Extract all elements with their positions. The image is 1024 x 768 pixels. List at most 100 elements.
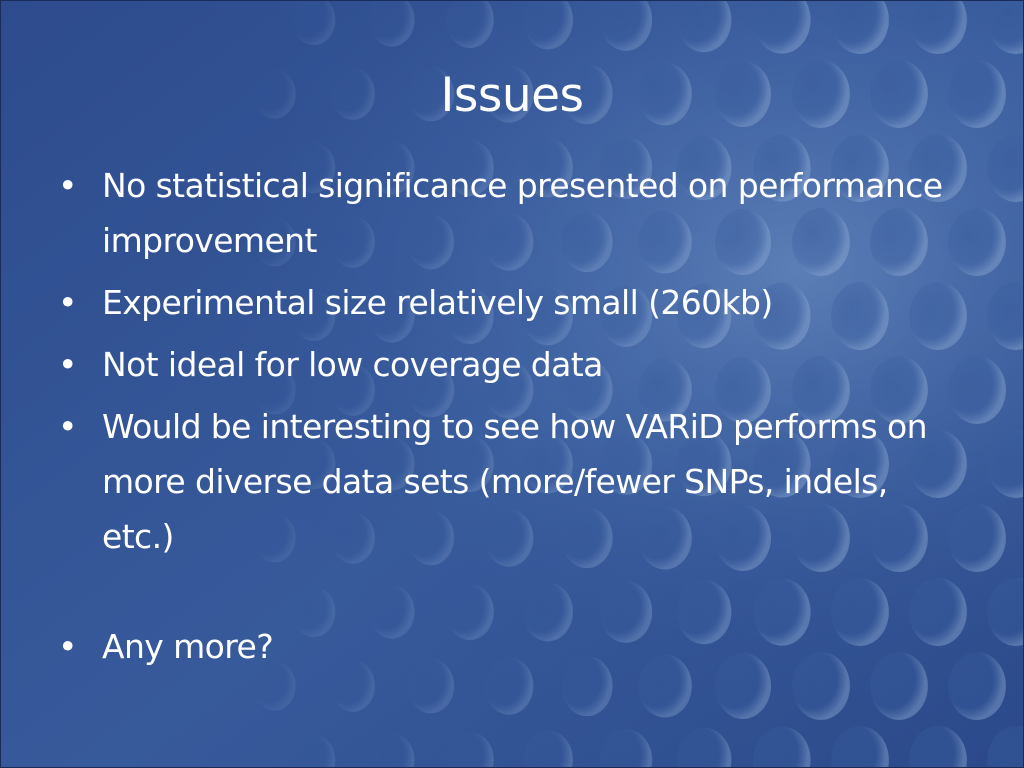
lens-pattern-shape — [870, 208, 928, 276]
lens-pattern-shape — [753, 726, 811, 768]
lens-pattern-shape — [638, 506, 692, 570]
lens-pattern-shape — [254, 513, 296, 563]
bullet-text: No statistical significance presented on… — [102, 166, 943, 260]
lens-pattern-shape — [254, 69, 296, 119]
lens-pattern-shape — [522, 582, 574, 642]
lens-pattern-shape — [909, 0, 967, 54]
lens-pattern-shape — [676, 135, 732, 201]
lens-pattern-shape — [714, 357, 772, 423]
lens-pattern-shape — [987, 0, 1024, 54]
lens-pattern-shape — [831, 282, 889, 350]
lens-pattern-shape — [331, 512, 375, 564]
lens-pattern-shape — [792, 504, 850, 572]
lens-pattern-shape — [831, 430, 889, 498]
lens-pattern-shape — [331, 68, 375, 120]
lens-pattern-shape — [831, 0, 889, 54]
lens-pattern-shape — [331, 660, 375, 712]
lens-pattern-shape — [292, 586, 336, 638]
lens-pattern-shape — [369, 0, 415, 47]
lens-pattern-shape — [987, 430, 1024, 498]
lens-pattern-shape — [870, 652, 928, 720]
lens-pattern-shape — [484, 657, 534, 715]
lens-pattern-shape — [484, 509, 534, 567]
lens-pattern-shape — [561, 507, 613, 569]
lens-pattern-shape — [484, 361, 534, 419]
slide-title: Issues — [440, 68, 584, 123]
lens-pattern-shape — [909, 134, 967, 202]
lens-pattern-shape — [254, 217, 296, 267]
lens-pattern-shape — [446, 140, 494, 196]
bullet-item: • Would be interesting to see how VARiD … — [58, 399, 958, 564]
lens-pattern-shape — [561, 655, 613, 717]
lens-pattern-shape — [753, 430, 811, 498]
lens-pattern-shape — [792, 652, 850, 720]
lens-pattern-shape — [331, 216, 375, 268]
lens-pattern-shape — [522, 434, 574, 494]
bullet-item: • Any more? — [58, 619, 958, 674]
lens-pattern-shape — [714, 505, 772, 571]
lens-pattern-shape — [599, 581, 653, 643]
bullet-dot-icon: • — [58, 627, 77, 666]
lens-pattern-shape — [714, 653, 772, 719]
lens-pattern-shape — [599, 0, 653, 51]
bullet-text: Experimental size relatively small (260k… — [102, 283, 773, 322]
lens-pattern-shape — [446, 288, 494, 344]
lens-pattern-shape — [870, 356, 928, 424]
lens-pattern-shape — [909, 578, 967, 646]
lens-pattern-shape — [292, 0, 336, 46]
lens-pattern-shape — [676, 579, 732, 645]
lens-pattern-shape — [909, 726, 967, 768]
lens-pattern-shape — [870, 60, 928, 128]
lens-pattern-shape — [987, 282, 1024, 350]
lens-pattern-shape — [599, 729, 653, 768]
lens-pattern-shape — [987, 578, 1024, 646]
lens-pattern-shape — [599, 285, 653, 347]
lens-pattern-shape — [292, 290, 336, 342]
lens-pattern-shape — [331, 364, 375, 416]
lens-pattern-shape — [407, 362, 455, 418]
lens-pattern-shape — [561, 211, 613, 273]
lens-pattern-shape — [369, 733, 415, 768]
lens-pattern-shape — [753, 578, 811, 646]
lens-pattern-shape — [792, 208, 850, 276]
lens-pattern-shape — [753, 0, 811, 54]
lens-pattern-shape — [292, 438, 336, 490]
bullet-dot-icon: • — [58, 166, 77, 205]
bullet-dot-icon: • — [58, 345, 77, 384]
bullet-item: • Experimental size relatively small (26… — [58, 275, 958, 330]
lens-pattern-shape — [292, 142, 336, 194]
lens-pattern-shape — [987, 726, 1024, 768]
bullet-dot-icon: • — [58, 283, 77, 322]
lens-pattern-shape — [676, 431, 732, 497]
lens-pattern-shape — [407, 66, 455, 122]
lens-pattern-shape — [909, 430, 967, 498]
lens-pattern-shape — [909, 282, 967, 350]
lens-pattern-shape — [948, 652, 1006, 720]
lens-pattern-shape — [523, 730, 573, 768]
lens-pattern-shape — [292, 734, 336, 768]
lens-pattern-shape — [522, 138, 574, 198]
lens-pattern-shape — [831, 134, 889, 202]
lens-pattern-shape — [446, 0, 494, 48]
lens-pattern-shape — [870, 504, 928, 572]
lens-pattern-shape — [676, 283, 732, 349]
lens-pattern-shape — [948, 504, 1006, 572]
lens-pattern-shape — [948, 208, 1006, 276]
bullet-item: • Not ideal for low coverage data — [58, 337, 958, 392]
lens-pattern-shape — [484, 213, 534, 271]
lens-pattern-shape — [599, 433, 653, 495]
lens-pattern-shape — [523, 0, 573, 50]
lens-pattern-shape — [792, 60, 850, 128]
lens-pattern-shape — [792, 356, 850, 424]
lens-pattern-shape — [987, 134, 1024, 202]
lens-pattern-shape — [446, 436, 494, 492]
lens-pattern-shape — [831, 578, 889, 646]
lens-pattern-shape — [638, 654, 692, 718]
lens-pattern-shape — [599, 137, 653, 199]
lens-pattern-shape — [948, 356, 1006, 424]
lens-pattern-shape — [522, 286, 574, 346]
lens-pattern-shape — [561, 359, 613, 421]
lens-pattern-shape — [254, 661, 296, 711]
lens-pattern-shape — [753, 134, 811, 202]
